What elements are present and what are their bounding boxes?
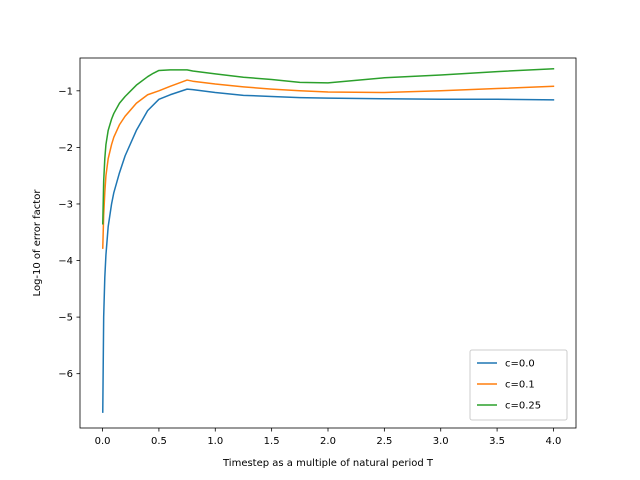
- series-line-1: [101, 79, 555, 249]
- legend-box: [469, 349, 568, 421]
- y-tick-label: −1: [58, 86, 73, 97]
- x-tick-label: 2.5: [376, 436, 392, 447]
- x-tick-label: 1.0: [207, 436, 223, 447]
- x-axis-ticks: 0.0 0.5 1.0 1.5 2.0 2.5 3.0 3.5 4.0: [95, 428, 562, 447]
- x-tick-label: 2.0: [320, 436, 336, 447]
- y-axis-ticks: −6 −5 −4 −3 −2 −1: [58, 86, 80, 380]
- y-tick-label: −2: [58, 143, 73, 154]
- series-line-2: [102, 67, 555, 225]
- y-tick-label: −4: [58, 256, 73, 267]
- legend-entry-label: c=0.0: [505, 359, 535, 370]
- y-tick-label: −5: [58, 313, 73, 324]
- x-tick-label: 3.5: [489, 436, 505, 447]
- x-tick-label: 0.0: [95, 436, 111, 447]
- x-tick-label: 0.5: [151, 436, 167, 447]
- x-tick-label: 3.0: [433, 436, 449, 447]
- y-tick-label: −6: [58, 369, 73, 380]
- plot-lines: [101, 67, 555, 413]
- y-tick-label: −3: [58, 199, 73, 210]
- series-line-0: [102, 88, 555, 413]
- legend-entry-label: c=0.25: [505, 401, 541, 412]
- x-axis-label: Timestep as a multiple of natural period…: [222, 458, 434, 469]
- x-tick-label: 4.0: [546, 436, 562, 447]
- y-axis-label: Log-10 of error factor: [32, 189, 43, 297]
- x-tick-label: 1.5: [264, 436, 280, 447]
- legend-entry-label: c=0.1: [505, 380, 535, 391]
- legend: c=0.0 c=0.1 c=0.25: [469, 349, 568, 421]
